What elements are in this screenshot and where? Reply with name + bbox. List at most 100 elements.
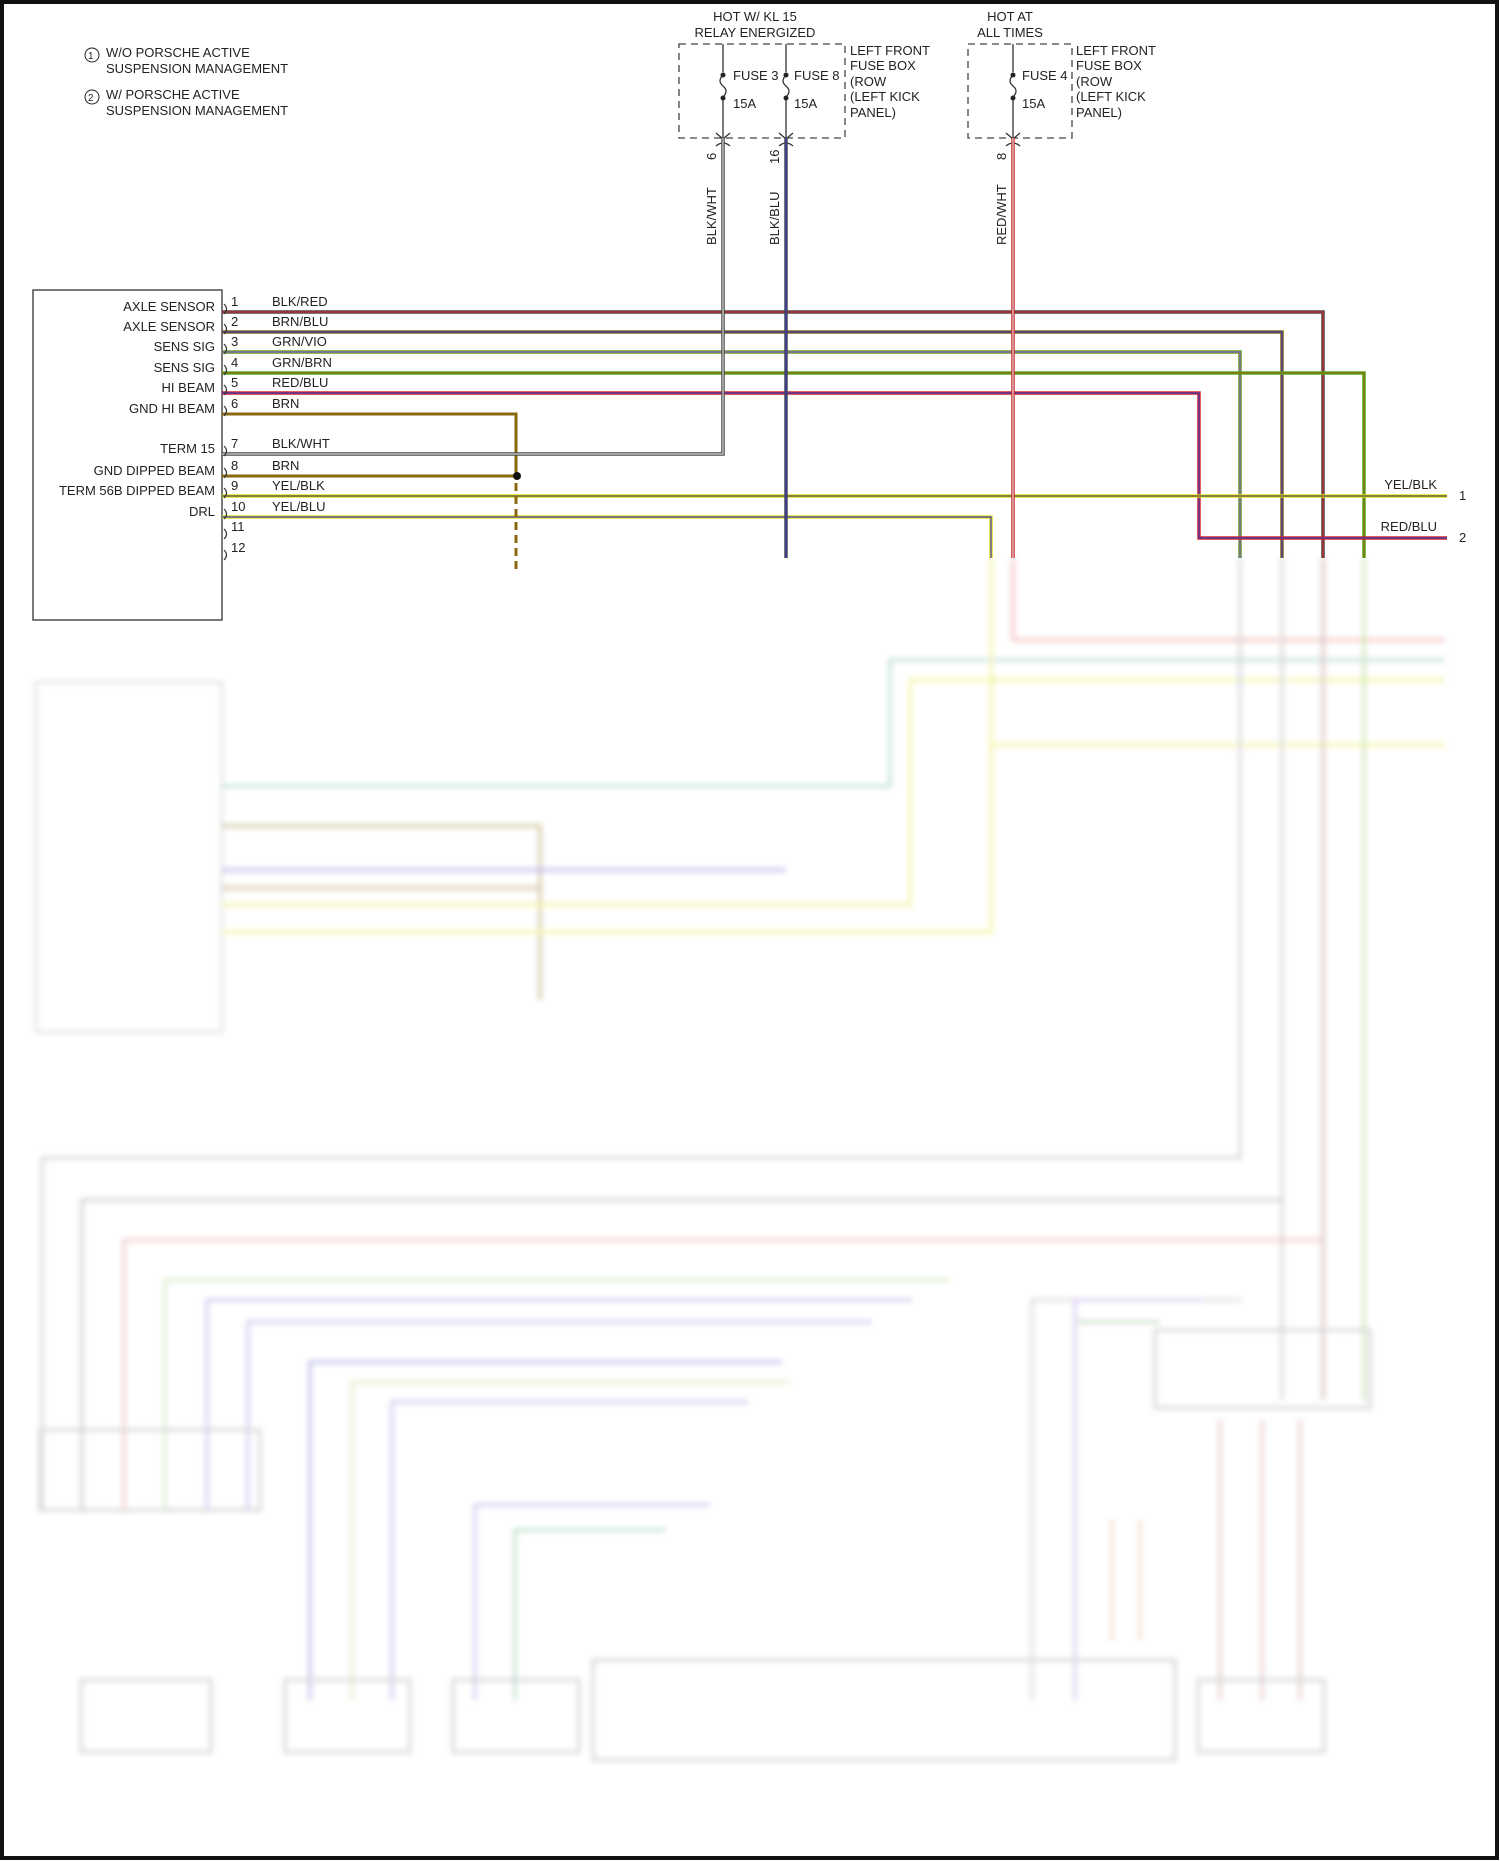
wire-label: BLK/WHT: [704, 187, 719, 245]
pin-function-label: GND DIPPED BEAM: [94, 463, 215, 478]
connector-pin: 10 DRL YEL/BLU: [189, 499, 325, 520]
fuse-box-location: FUSE BOX: [850, 58, 916, 73]
pin-function-label: AXLE SENSOR: [123, 299, 215, 314]
wires: [222, 138, 1447, 570]
pin-number: 5: [231, 375, 238, 390]
wire-label: BLK/WHT: [272, 436, 330, 451]
pin-function-label: GND HI BEAM: [129, 401, 215, 416]
wire-label: BLK/BLU: [767, 192, 782, 245]
fuse-box-location: LEFT FRONT: [1076, 43, 1156, 58]
fuse-box-title: HOT W/ KL 15: [713, 9, 797, 24]
legend: 1 W/O PORSCHE ACTIVE SUSPENSION MANAGEME…: [84, 45, 288, 118]
pin-socket-icon: [223, 508, 228, 520]
fuse-box-location: (ROW: [850, 74, 887, 89]
fuse-box-location: FUSE BOX: [1076, 58, 1142, 73]
fuse-8: FUSE 8 15A 16 BLK/BLU: [767, 44, 840, 245]
wire-red-blu: [222, 391, 1447, 540]
connector-pin: 9 TERM 56B DIPPED BEAM YEL/BLK: [59, 478, 325, 499]
pin-function-label: TERM 56B DIPPED BEAM: [59, 483, 215, 498]
wire-grn-vio: [222, 350, 1242, 558]
connector-pin: 7 TERM 15 BLK/WHT: [160, 436, 330, 457]
wire-blk-red: [222, 310, 1325, 558]
fuse-box-title: HOT AT: [987, 9, 1033, 24]
wire-blk-wht: [222, 138, 725, 456]
connector-pin: 5 HI BEAM RED/BLU: [162, 375, 328, 396]
pin-function-label: HI BEAM: [162, 380, 215, 395]
fuse-name: FUSE 8: [794, 68, 840, 83]
terminal-number: 2: [1459, 530, 1466, 545]
pin-socket-icon: [223, 467, 228, 479]
fuse-4: FUSE 4 15A 8 RED/WHT: [994, 44, 1068, 245]
terminal-number: 1: [1459, 488, 1466, 503]
fuse-rating: 15A: [733, 96, 756, 111]
pin-function-label: DRL: [189, 504, 215, 519]
wire-label: YEL/BLK: [1384, 477, 1437, 492]
pin-function-label: TERM 15: [160, 441, 215, 456]
wire-label: BLK/RED: [272, 294, 328, 309]
pin-socket-icon: [223, 343, 228, 355]
pin-number: 6: [704, 153, 719, 160]
connector-pin: 3 SENS SIG GRN/VIO: [154, 334, 327, 355]
wire-label: GRN/BRN: [272, 355, 332, 370]
fuse-name: FUSE 4: [1022, 68, 1068, 83]
legend-text: W/ PORSCHE ACTIVE: [106, 87, 240, 102]
pin-number: 4: [231, 355, 238, 370]
splice-dot: [513, 472, 521, 480]
legend-marker-1: [84, 47, 100, 63]
fuse-box-title: ALL TIMES: [977, 25, 1043, 40]
wire-label: RED/WHT: [994, 184, 1009, 245]
right-terminals: YEL/BLK 1 RED/BLU 2: [1381, 477, 1467, 545]
pin-socket-icon: [223, 384, 228, 396]
pin-socket-icon: [223, 323, 228, 335]
fuse-box-location: LEFT FRONT: [850, 43, 930, 58]
blurred-lower-diagram: [35, 558, 1445, 1762]
pin-socket-icon: [223, 487, 228, 499]
pin-function-label: AXLE SENSOR: [123, 319, 215, 334]
fuse-box-location: (ROW: [1076, 74, 1113, 89]
pin-number: 1: [231, 294, 238, 309]
pin-number: 10: [231, 499, 245, 514]
pin-number: 8: [231, 458, 238, 473]
fuse-box-kl15: HOT W/ KL 15 RELAY ENERGIZED LEFT FRONT …: [678, 9, 930, 245]
fuse-box-location: PANEL): [1076, 105, 1122, 120]
wire-label: YEL/BLU: [272, 499, 325, 514]
connector-pin: 12: [223, 540, 245, 561]
pin-socket-icon: [223, 445, 228, 457]
legend-text: SUSPENSION MANAGEMENT: [106, 61, 288, 76]
pin-number: 9: [231, 478, 238, 493]
connector-pins: 1 AXLE SENSOR BLK/RED 2 AXLE SENSOR BRN/BLU 3 S…: [59, 294, 332, 561]
wire-grn-brn: [222, 371, 1366, 558]
wire-brn-blu: [222, 330, 1284, 558]
fuse-box-hot-at-all-times: HOT AT ALL TIMES LEFT FRONT FUSE BOX (RO…: [967, 9, 1156, 245]
fuse-rating: 15A: [794, 96, 817, 111]
pin-socket-icon: [223, 405, 228, 417]
wire-brn: [222, 412, 518, 470]
pin-number: 12: [231, 540, 245, 555]
pin-socket-icon: [223, 303, 228, 315]
connector-pin: 2 AXLE SENSOR BRN/BLU: [123, 314, 328, 335]
legend-num: 1: [88, 51, 94, 62]
pin-number: 8: [994, 153, 1009, 160]
connector-pin: 8 GND DIPPED BEAM BRN: [94, 458, 299, 479]
connector-pin: 11: [223, 519, 245, 540]
legend-text: W/O PORSCHE ACTIVE: [106, 45, 250, 60]
pin-socket-icon: [223, 528, 228, 540]
fuse-box-location: (LEFT KICK: [1076, 89, 1146, 104]
pin-function-label: SENS SIG: [154, 339, 215, 354]
fuse-box-title: RELAY ENERGIZED: [695, 25, 816, 40]
wire-label: BRN: [272, 458, 299, 473]
wire-label: BRN: [272, 396, 299, 411]
pin-number: 2: [231, 314, 238, 329]
pin-socket-icon: [223, 549, 228, 561]
wire-label: BRN/BLU: [272, 314, 328, 329]
legend-text: SUSPENSION MANAGEMENT: [106, 103, 288, 118]
fuse-box-location: PANEL): [850, 105, 896, 120]
pin-number: 3: [231, 334, 238, 349]
connector-pin: 6 GND HI BEAM BRN: [129, 396, 299, 417]
wire-yel-blu: [222, 515, 993, 558]
legend-num: 2: [88, 93, 94, 104]
connector-pin: 1 AXLE SENSOR BLK/RED: [123, 294, 328, 315]
wire-label: RED/BLU: [272, 375, 328, 390]
